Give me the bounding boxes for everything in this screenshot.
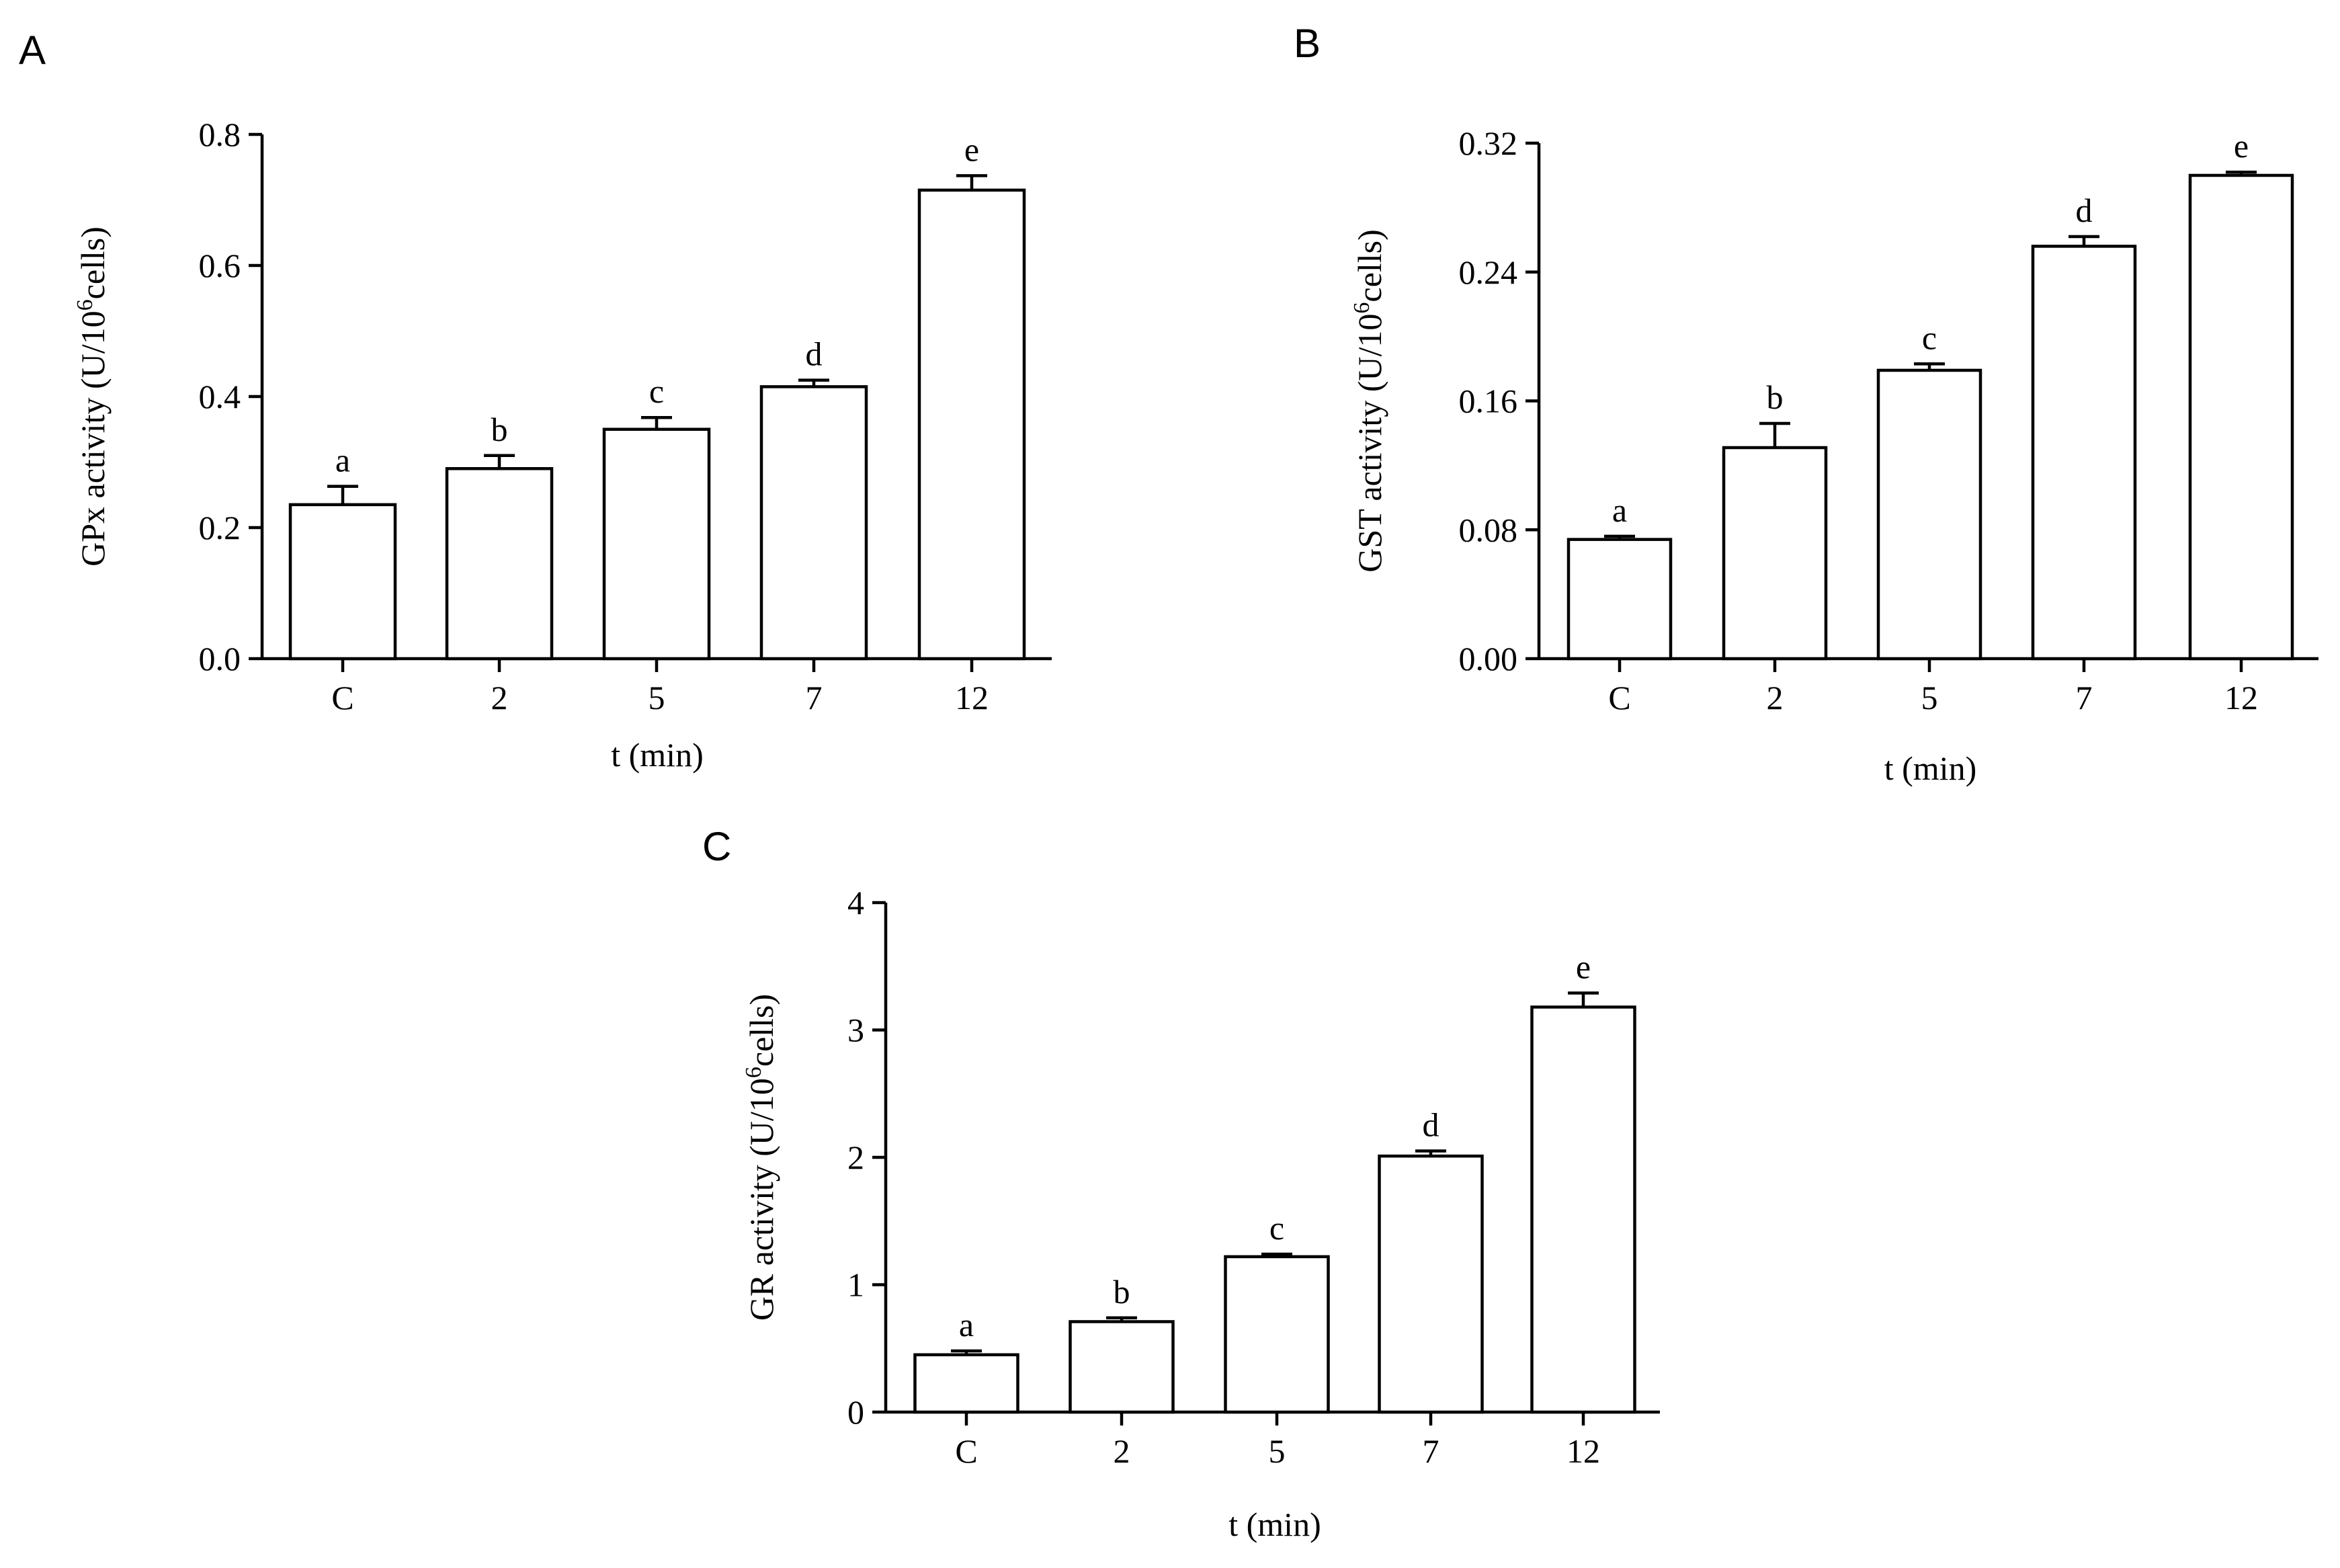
panel-letter: C — [702, 824, 731, 869]
significance-letter: d — [1423, 1106, 1439, 1144]
significance-letter: a — [959, 1306, 974, 1344]
bar-7 — [759, 385, 868, 661]
x-tick-label: 7 — [2076, 679, 2093, 716]
y-tick-label: 1 — [847, 1266, 864, 1304]
x-axis-title: t (min) — [1228, 1505, 1321, 1543]
bar-12 — [2188, 173, 2294, 661]
x-tick-label: 2 — [1767, 679, 1784, 716]
y-tick-label: 3 — [847, 1012, 864, 1049]
y-tick-label: 4 — [847, 884, 864, 921]
y-tick-label: 2 — [847, 1139, 864, 1176]
bar-7 — [1378, 1154, 1484, 1414]
x-tick-label: 7 — [1423, 1432, 1439, 1470]
y-tick-label: 0.6 — [199, 247, 241, 284]
y-axis-title: GST activity (U/106cells) — [1349, 229, 1388, 572]
significance-letter: a — [1612, 491, 1627, 529]
x-tick-label: C — [955, 1432, 977, 1470]
y-tick-label: 0.32 — [1459, 124, 1518, 162]
panel-b: B 0.00 0.08 0.16 0.24 0.32 Ca 2 b 5 c 7 d 12 e t (min) G… — [1294, 21, 2318, 787]
x-tick-label: 12 — [955, 679, 989, 716]
y-tick-label: 0.4 — [199, 378, 241, 415]
significance-letter: e — [2234, 127, 2249, 165]
panel-a: A 0.0 0.2 0.4 0.6 0.8 Ca 2 b 5 c 7 d 12 e t (min) GPx ac… — [19, 28, 1052, 774]
x-axis-title: t (min) — [1884, 749, 1976, 787]
x-tick-label: C — [1608, 679, 1630, 716]
significance-letter: c — [1922, 319, 1937, 356]
x-tick-label: 5 — [1921, 679, 1938, 716]
y-tick-label: 0.00 — [1459, 640, 1518, 677]
x-axis-title: t (min) — [611, 736, 703, 774]
significance-letter: d — [806, 335, 823, 373]
bar-7 — [2031, 245, 2137, 661]
y-tick-label: 0.16 — [1459, 382, 1518, 420]
bar-c — [913, 1353, 1019, 1414]
y-axis-title: GPx activity (U/106cells) — [73, 226, 112, 567]
bar-2 — [1722, 446, 1828, 661]
y-tick-label: 0.0 — [199, 640, 241, 677]
significance-letter: e — [1576, 948, 1591, 986]
x-tick-label: 12 — [2224, 679, 2258, 716]
x-tick-label: 2 — [1114, 1432, 1130, 1470]
x-tick-label: 2 — [491, 679, 508, 716]
y-tick-label: 0.24 — [1459, 253, 1518, 291]
significance-letter: c — [1269, 1209, 1284, 1247]
y-tick-label: 0.8 — [199, 116, 241, 153]
significance-letter: b — [1114, 1273, 1130, 1311]
bar-5 — [1224, 1255, 1330, 1414]
y-tick-label: 0 — [847, 1393, 864, 1431]
bar-12 — [1530, 1005, 1636, 1414]
x-tick-label: 12 — [1566, 1432, 1600, 1470]
panel-letter: B — [1294, 21, 1321, 66]
x-tick-label: 5 — [649, 679, 665, 716]
bar-5 — [1876, 368, 1982, 661]
bar-2 — [445, 467, 554, 661]
significance-letter: e — [964, 130, 979, 168]
significance-letter: c — [649, 372, 664, 410]
bar-2 — [1069, 1320, 1175, 1414]
bar-c — [288, 503, 397, 661]
x-tick-label: C — [331, 679, 353, 716]
x-tick-label: 7 — [806, 679, 823, 716]
significance-letter: a — [335, 442, 350, 479]
significance-letter: b — [491, 411, 508, 448]
bar-5 — [602, 427, 711, 661]
y-tick-label: 0.08 — [1459, 511, 1518, 548]
x-tick-label: 5 — [1269, 1432, 1286, 1470]
significance-letter: d — [2076, 192, 2093, 229]
panel-letter: A — [19, 28, 46, 73]
y-tick-label: 0.2 — [199, 509, 241, 546]
bar-12 — [917, 188, 1026, 661]
bar-c — [1566, 538, 1673, 661]
significance-letter: b — [1767, 378, 1784, 416]
y-axis-title: GR activity (U/106cells) — [741, 994, 780, 1321]
